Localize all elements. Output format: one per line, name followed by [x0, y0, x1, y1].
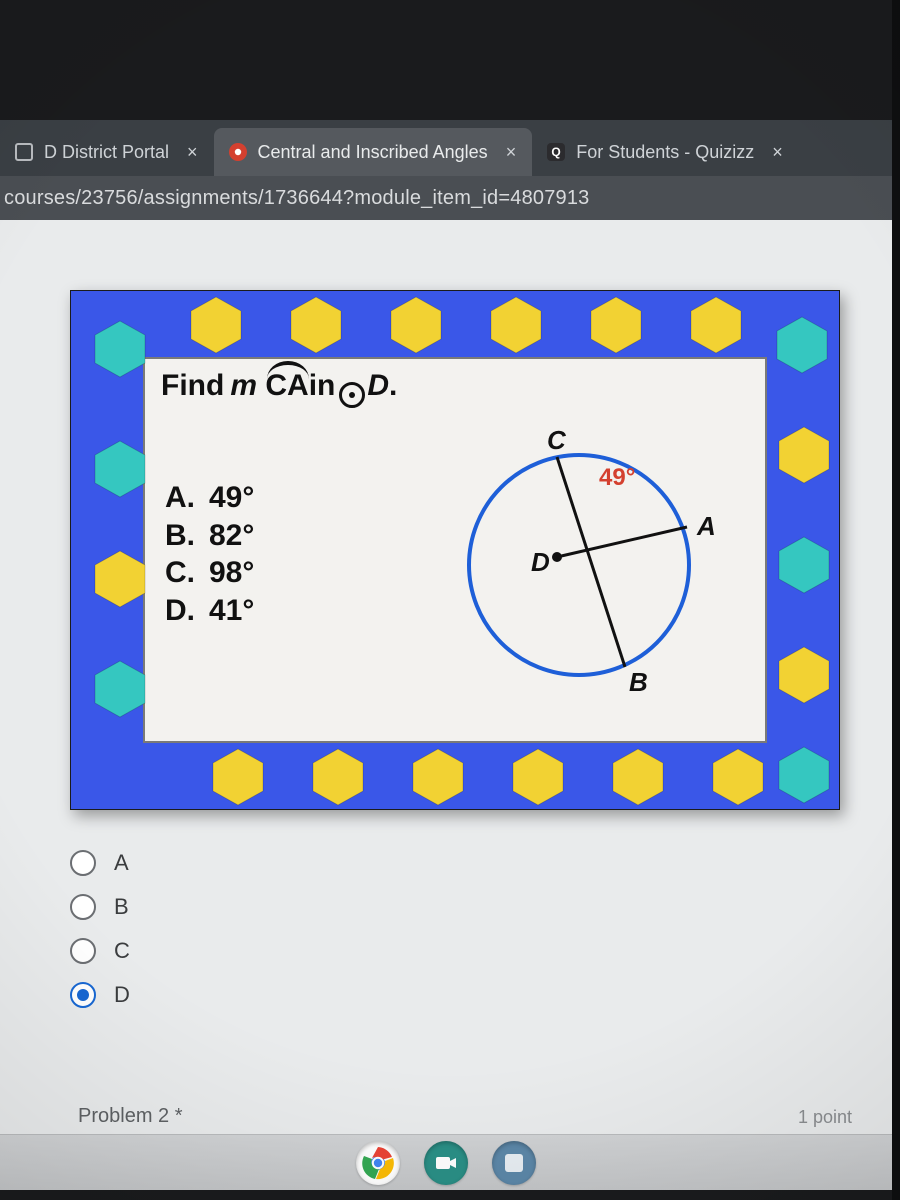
choice-value: 41° — [209, 592, 254, 630]
decorative-hexagon-icon — [389, 295, 443, 355]
choice-row: D. 41° — [165, 592, 254, 630]
question-slide: Find m CA in D . A.49°B.82°C.98°D.41° CA… — [70, 290, 840, 810]
browser-tab[interactable]: D District Portal × — [0, 128, 214, 176]
decorative-hexagon-icon — [211, 747, 265, 807]
tab-close-icon[interactable]: × — [187, 142, 198, 163]
next-problem-label[interactable]: Problem 2 * — [78, 1105, 183, 1128]
page-content: Find m CA in D . A.49°B.82°C.98°D.41° CA… — [0, 220, 892, 1134]
question-title: Find m CA in D . — [161, 369, 397, 405]
url-text: courses/23756/assignments/1736644?module… — [4, 187, 590, 210]
tab-title: Central and Inscribed Angles — [258, 142, 488, 163]
choice-row: C. 98° — [165, 554, 254, 592]
decorative-hexagon-icon — [589, 295, 643, 355]
choice-value: 49° — [209, 479, 254, 517]
decorative-hexagon-icon — [777, 745, 831, 805]
answer-option-label: B — [114, 894, 129, 920]
decorative-hexagon-icon — [611, 747, 665, 807]
choice-letter: A. — [165, 479, 195, 517]
tab-title: For Students - Quizizz — [576, 142, 754, 163]
choice-row: A. 49° — [165, 479, 254, 517]
screen: D District Portal×Central and Inscribed … — [0, 120, 892, 1190]
bezel-right — [892, 0, 900, 1200]
browser-tab[interactable]: Central and Inscribed Angles × — [214, 128, 533, 176]
browser-tabstrip: D District Portal×Central and Inscribed … — [0, 120, 892, 176]
radio-icon[interactable] — [70, 938, 96, 964]
radio-icon[interactable] — [70, 850, 96, 876]
svg-text:49°: 49° — [599, 464, 635, 491]
svg-text:C: C — [547, 425, 567, 455]
geometry-diagram: C A B D 49° — [439, 397, 729, 697]
decorative-hexagon-icon — [489, 295, 543, 355]
chrome-dock-icon[interactable] — [356, 1141, 400, 1185]
choice-value: 82° — [209, 517, 254, 555]
tab-close-icon[interactable]: × — [772, 142, 783, 163]
answer-option-label: D — [114, 982, 130, 1008]
decorative-hexagon-icon — [93, 549, 147, 609]
svg-text:B: B — [629, 667, 648, 697]
browser-tab[interactable]: Q For Students - Quizizz × — [532, 128, 799, 176]
tab-close-icon[interactable]: × — [506, 142, 517, 163]
circle-symbol-icon — [339, 382, 365, 408]
radio-icon[interactable] — [70, 982, 96, 1008]
decorative-hexagon-icon — [711, 747, 765, 807]
answer-option[interactable]: B — [70, 894, 840, 920]
decorative-hexagon-icon — [777, 425, 831, 485]
quizizz-favicon-icon: Q — [546, 142, 566, 162]
decorative-hexagon-icon — [775, 315, 829, 375]
answer-choices: A. 49° B. 82° C. 98° D. 41° — [165, 479, 254, 629]
svg-text:A: A — [696, 511, 716, 541]
slide-panel: Find m CA in D . A.49°B.82°C.98°D.41° CA… — [143, 357, 767, 743]
blank-favicon-icon — [14, 142, 34, 162]
decorative-hexagon-icon — [411, 747, 465, 807]
answer-option-label: A — [114, 850, 129, 876]
answer-option[interactable]: C — [70, 938, 840, 964]
choice-letter: B. — [165, 517, 195, 555]
camera-dock-icon[interactable] — [424, 1141, 468, 1185]
decorative-hexagon-icon — [93, 659, 147, 719]
decorative-hexagon-icon — [689, 295, 743, 355]
answer-option[interactable]: A — [70, 850, 840, 876]
question-circle-d: D — [367, 369, 389, 403]
choice-letter: D. — [165, 592, 195, 630]
question-prefix: Find — [161, 369, 224, 403]
points-label: 1 point — [798, 1107, 852, 1128]
question-mid: in — [309, 369, 336, 403]
choice-value: 98° — [209, 554, 254, 592]
question-arc: CA — [265, 369, 308, 403]
decorative-hexagon-icon — [289, 295, 343, 355]
decorative-hexagon-icon — [777, 535, 831, 595]
choice-letter: C. — [165, 554, 195, 592]
choice-row: B. 82° — [165, 517, 254, 555]
answer-option[interactable]: D — [70, 982, 840, 1008]
taskbar — [0, 1134, 892, 1190]
decorative-hexagon-icon — [93, 319, 147, 379]
tab-title: D District Portal — [44, 142, 169, 163]
decorative-hexagon-icon — [189, 295, 243, 355]
app-dock-icon[interactable] — [492, 1141, 536, 1185]
svg-text:Q: Q — [552, 145, 561, 159]
decorative-hexagon-icon — [511, 747, 565, 807]
question-card: Find m CA in D . A.49°B.82°C.98°D.41° CA… — [70, 290, 840, 1008]
answer-option-label: C — [114, 938, 130, 964]
address-bar[interactable]: courses/23756/assignments/1736644?module… — [0, 176, 892, 220]
question-suffix: . — [389, 369, 397, 403]
decorative-hexagon-icon — [777, 645, 831, 705]
canvas-favicon-icon — [228, 142, 248, 162]
answer-options: ABCD — [70, 850, 840, 1008]
svg-text:D: D — [531, 547, 550, 577]
radio-icon[interactable] — [70, 894, 96, 920]
decorative-hexagon-icon — [311, 747, 365, 807]
decorative-hexagon-icon — [93, 439, 147, 499]
question-m: m — [230, 369, 257, 403]
